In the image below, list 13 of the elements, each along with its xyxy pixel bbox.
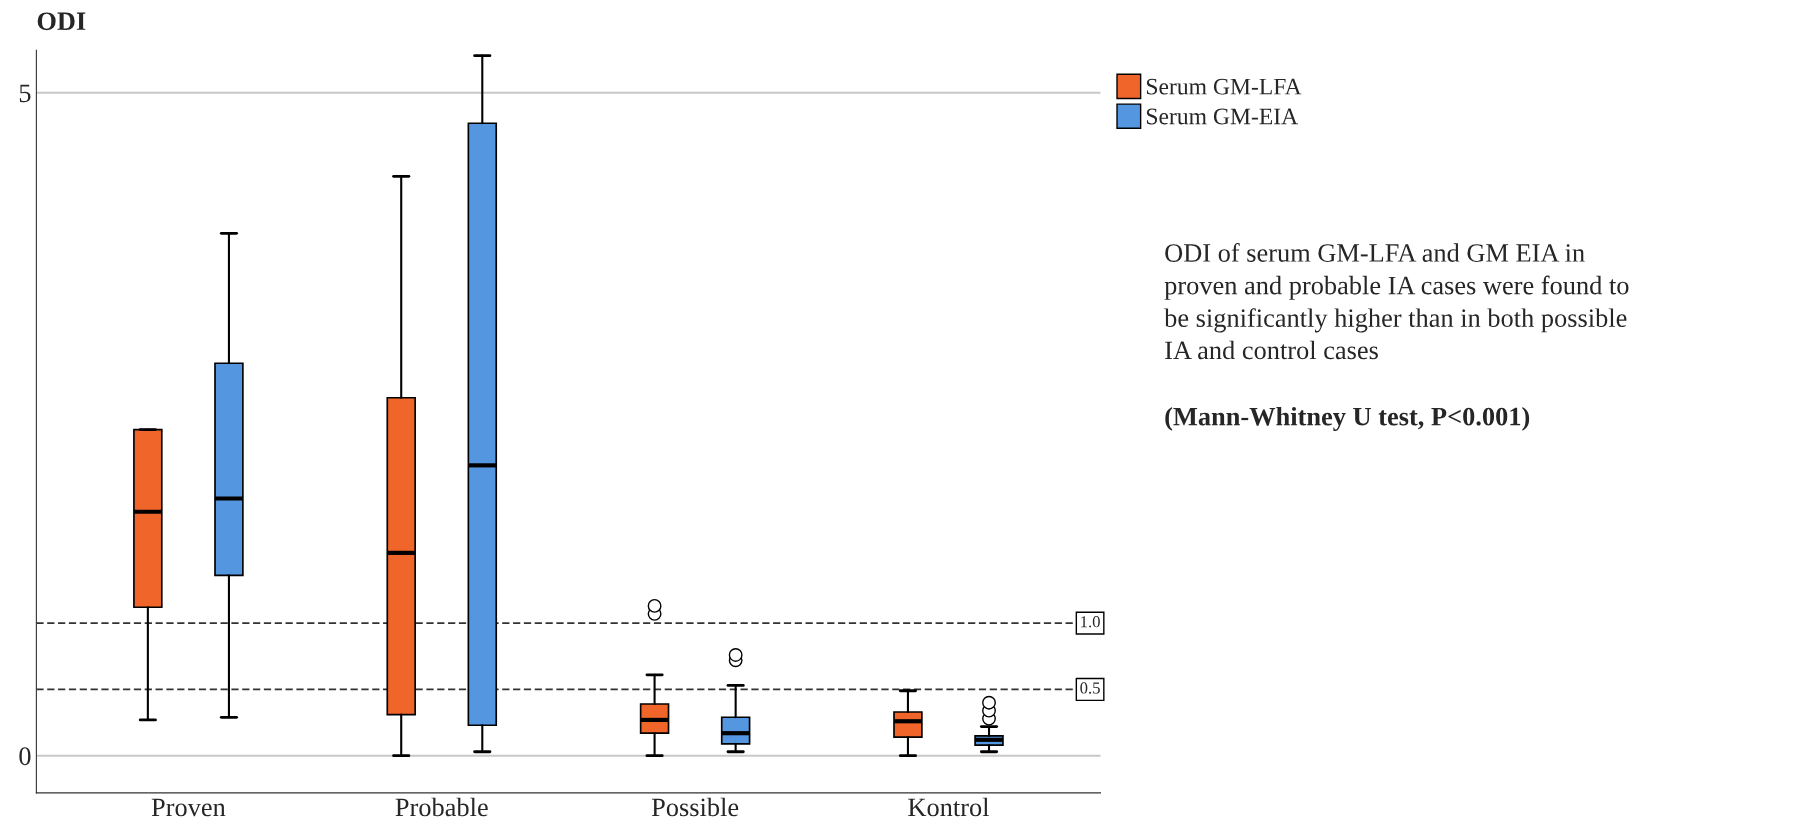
legend-label: Serum GM-EIA (1146, 108, 1298, 125)
ref-line-label: 1.0 (1081, 616, 1100, 628)
text: ODI of serum GM-LFA and GM EIA in proven and probable IA cases were found to be significantly higher than in both possible IA and control cases (1164, 243, 1629, 360)
x-tick-label: Kontrol (908, 797, 989, 817)
x-tick-label: Possible (651, 797, 739, 817)
ref-line-label: 0.5 (1080, 682, 1100, 694)
y-tick-label: 5 (19, 84, 31, 103)
y-tick-label: 0 (19, 747, 31, 766)
y-axis-title: ODI (37, 12, 86, 31)
x-tick-label: Proven (151, 798, 226, 817)
legend-label: Serum GM-LFA (1146, 78, 1302, 95)
x-tick-label: Probable (395, 797, 488, 817)
text: (Mann-Whitney U test, P<0.001) (1165, 406, 1530, 431)
